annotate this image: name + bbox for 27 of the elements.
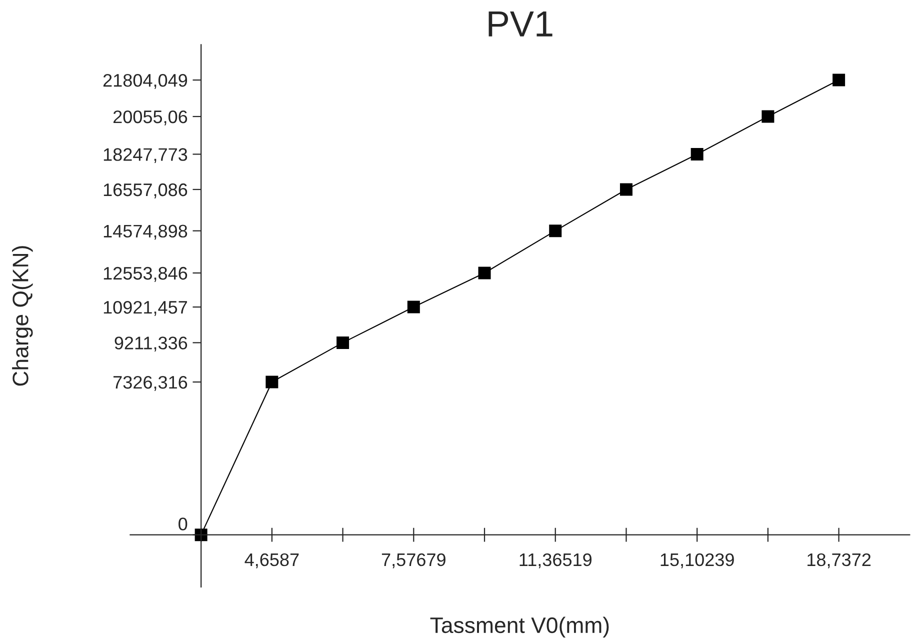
point xyxy=(407,300,420,314)
y-tick-label: 18247,773 xyxy=(104,148,188,164)
point xyxy=(549,224,562,238)
x-tick-label: 7,57679 xyxy=(382,553,446,568)
y-tick-label: 10921,457 xyxy=(104,300,187,316)
y-tick-label: 9211,336 xyxy=(114,336,188,352)
y-tick-label: 20055,06 xyxy=(113,110,188,126)
x-axis-title: Tassment V0(mm) xyxy=(430,616,609,638)
point xyxy=(336,336,350,349)
y-tick-label: 12553,846 xyxy=(104,266,188,282)
x-tick-label: 11,36519 xyxy=(520,553,592,568)
point xyxy=(266,376,278,388)
y-axis-title: Charge Q(KN) xyxy=(12,246,33,386)
y-tick-label: 7326,316 xyxy=(114,376,188,391)
chart-title: PV1 xyxy=(488,11,552,36)
point xyxy=(690,148,704,160)
x-tick-label: 15,10239 xyxy=(660,553,734,568)
point xyxy=(620,183,632,196)
y-tick-label: 14574,898 xyxy=(104,224,188,240)
point xyxy=(478,266,491,280)
y-tick-label: 16557,086 xyxy=(104,183,188,198)
point xyxy=(762,110,774,123)
y-tick-label: 0 xyxy=(178,518,188,530)
y-tick-label: 21804,049 xyxy=(103,74,188,89)
x-tick-label: 18,7372 xyxy=(808,553,871,568)
x-tick-label: 4,6587 xyxy=(244,553,299,568)
point xyxy=(832,74,846,86)
